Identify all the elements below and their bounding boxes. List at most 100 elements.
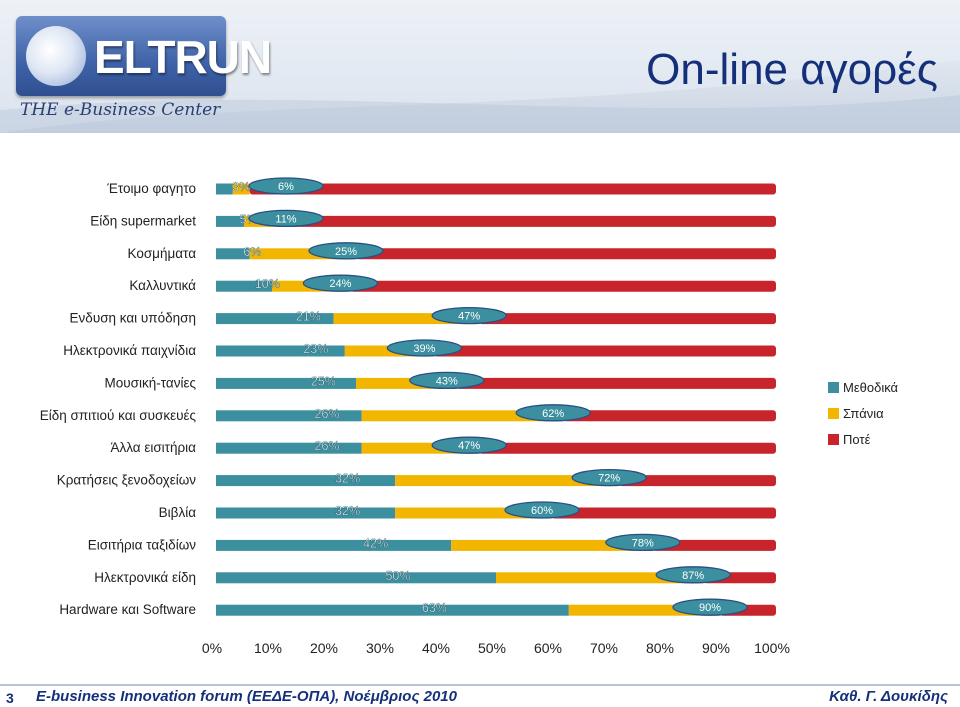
cumulative-bubble: [655, 566, 731, 584]
category-labels: Έτοιμο φαγητο Είδη supermarket Κοσμήματα Κα…: [40, 181, 197, 617]
x-tick-label: 20%: [310, 640, 338, 656]
slide-header: ELTRUN THE e-Business Center On-line αγο…: [0, 0, 960, 133]
methodical-label: 50%: [385, 569, 410, 583]
legend-item-never: Ποτέ: [828, 426, 898, 452]
legend-swatch-rarely: [828, 407, 839, 419]
x-tick-label: 60%: [534, 640, 562, 656]
x-tick-label: 100%: [754, 640, 790, 656]
x-tick-labels: 0% 10% 20% 30% 40% 50% 60% 70% 80% 90% 100%: [202, 640, 790, 656]
bar-segment: [350, 280, 776, 292]
bar-segment: [216, 539, 452, 551]
bar-segment: [652, 539, 776, 551]
category-label: Καλλυντικά: [129, 278, 196, 293]
cumulative-label: 47%: [458, 311, 480, 323]
category-label: Ηλεκτρονικά παιχνίδια: [63, 343, 196, 358]
bar-segment: [395, 475, 620, 487]
cumulative-bubble: [504, 501, 580, 519]
bar-segment: [216, 280, 272, 292]
bar-segment: [479, 442, 776, 454]
category-label: Έτοιμο φαγητο: [106, 181, 196, 196]
cumulative-label: 25%: [335, 246, 357, 258]
slide-title: On-line αγορές: [646, 45, 938, 94]
category-label: Κοσμήματα: [128, 246, 197, 261]
cumulative-bubble: [308, 242, 384, 260]
cumulative-bubble: [672, 598, 748, 616]
bar-segment: [216, 248, 250, 260]
cumulative-bubble: [571, 468, 647, 487]
legend-label-never: Ποτέ: [843, 431, 871, 447]
bar-segment: [356, 248, 776, 260]
bar-segment: [277, 215, 776, 227]
bar-segment: [361, 410, 564, 422]
cumulative-bubble: [431, 306, 507, 325]
methodical-label: 23%: [303, 342, 328, 356]
bar-segment: [216, 345, 345, 357]
methodical-label: 26%: [315, 407, 340, 421]
bar-segment: [216, 475, 396, 487]
bar-segment: [216, 442, 362, 454]
category-label: Εισιτήρια ταξιδίων: [88, 537, 196, 552]
bar-segment: [568, 604, 720, 616]
x-tick-label: 70%: [590, 640, 618, 656]
chart-legend: Μεθοδικά Σπάνια Ποτέ: [828, 374, 898, 452]
cumulative-bubble: [386, 339, 463, 357]
bar-segment: [249, 248, 356, 260]
legend-label-methodical: Μεθοδικά: [843, 379, 899, 395]
cumulative-label: 39%: [413, 343, 435, 355]
methodical-label: 10%: [255, 277, 280, 291]
cumulative-label: 90%: [699, 602, 721, 614]
globe-icon: [26, 26, 86, 86]
header-swoosh: [0, 0, 960, 133]
bar-segment: [361, 442, 480, 454]
bar-segment: [563, 410, 776, 422]
footer-divider: [0, 684, 960, 686]
x-tick-label: 0%: [202, 640, 222, 656]
logo-tagline: THE e-Business Center: [20, 100, 221, 120]
value-labels: 3%6%5%11%6%25%10%24%21%47%23%39%25%43%26…: [232, 177, 748, 616]
methodical-label: 6%: [243, 245, 261, 259]
cumulative-bubble: [605, 533, 681, 552]
logo-text: ELTRUN: [94, 31, 272, 83]
bar-segment: [434, 345, 776, 357]
cumulative-label: 47%: [458, 440, 480, 452]
cumulative-label: 62%: [542, 408, 564, 420]
methodical-label: 63%: [422, 601, 447, 615]
cumulative-bubble: [302, 274, 379, 292]
cumulative-label: 11%: [275, 213, 296, 225]
legend-item-methodical: Μεθοδικά: [828, 374, 898, 400]
legend-swatch-methodical: [828, 381, 839, 393]
category-label: Ενδυση και υπόδηση: [70, 311, 196, 326]
cumulative-bubble: [515, 404, 591, 422]
category-label: Ηλεκτρονικά είδη: [94, 570, 196, 585]
bar-segment: [333, 313, 480, 325]
category-label: Βιβλία: [159, 505, 197, 520]
category-label: Hardware και Software: [59, 602, 196, 617]
footer-event: E-business Innovation forum (ΕΕΔΕ-ΟΠΑ), …: [36, 688, 457, 705]
bar-segment: [216, 183, 233, 195]
x-tick-label: 50%: [478, 640, 506, 656]
cumulative-label: 87%: [682, 570, 704, 582]
cumulative-bubble: [431, 436, 507, 454]
x-tick-label: 80%: [646, 640, 674, 656]
cumulative-label: 24%: [329, 278, 351, 290]
legend-label-rarely: Σπάνια: [843, 405, 884, 421]
bar-segment: [216, 313, 334, 325]
cumulative-bubble: [248, 209, 324, 228]
bar-segment: [216, 410, 362, 422]
bars: [216, 183, 777, 616]
methodical-label: 32%: [335, 504, 360, 518]
cumulative-label: 72%: [598, 473, 620, 485]
x-tick-label: 30%: [366, 640, 394, 656]
bar-segment: [356, 377, 457, 389]
eltrun-logo: ELTRUN: [16, 16, 272, 96]
page-number: 3: [6, 690, 14, 706]
bar-segment: [496, 572, 704, 584]
bar-segment: [232, 183, 250, 195]
x-tick-label: 40%: [422, 640, 450, 656]
legend-item-rarely: Σπάνια: [828, 400, 898, 426]
methodical-label: 21%: [296, 310, 321, 324]
bar-segment: [619, 475, 776, 487]
category-label: Μουσική-τανίες: [105, 375, 197, 390]
bar-segment: [456, 377, 776, 389]
